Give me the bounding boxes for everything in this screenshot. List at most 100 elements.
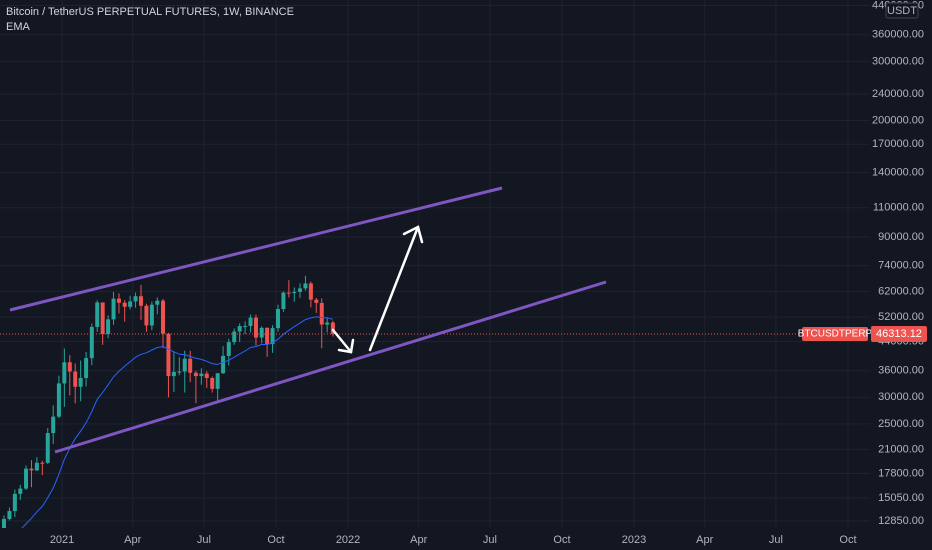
candle-body [215,373,220,389]
x-tick-label: Oct [267,534,284,546]
price-box [871,325,927,342]
y-tick-label: 240000.00 [872,88,924,100]
candle-body [24,468,29,489]
candle-body [232,331,237,343]
candle-body [171,371,176,377]
y-tick-label: 62000.00 [878,285,924,297]
symbol-box [802,326,868,341]
candle-body [270,328,275,345]
candle-body [18,488,23,494]
candle-body [188,358,193,373]
x-tick-label: Apr [124,534,141,546]
candle-body [111,298,116,320]
currency-box[interactable] [885,2,919,19]
candle-body [286,292,291,294]
candle-body [199,373,204,377]
candle-body [298,288,303,292]
currency-label[interactable]: USDT [887,5,917,17]
candle-body [319,302,324,325]
candle-body [204,373,209,379]
candle-body [248,317,253,327]
x-tick-label: Apr [696,534,713,546]
y-tick-label: 360000.00 [872,29,924,41]
time-axis [0,528,932,550]
x-tick-label: 2022 [336,534,360,546]
x-tick-label: Jul [197,534,211,546]
candle-body [303,283,308,289]
y-tick-label: 17800.00 [878,467,924,479]
candle-body [155,300,160,305]
candle-body [210,378,215,389]
drawings [9,186,607,454]
candle-body [144,305,149,326]
channel-bottom [54,280,607,454]
y-tick-label: 74000.00 [878,260,924,272]
candle-body [226,342,231,356]
candle-body [149,304,154,326]
arrow-up [368,225,424,352]
x-tick-label: Oct [839,534,856,546]
channel-top [9,186,503,312]
candle-body [308,283,313,300]
marks [0,275,870,545]
candle-body [275,309,280,329]
x-tick-label: 2021 [50,534,74,546]
indicator-label: EMA [6,21,31,33]
x-tick-label: Oct [553,534,570,546]
candle-body [73,371,78,387]
y-tick-label: 21000.00 [878,443,924,455]
y-tick-label: 200000.00 [872,114,924,126]
candle-body [243,326,248,328]
candle-body [7,511,12,519]
x-tick-label: 2023 [622,534,646,546]
x-tick-label: Jul [483,534,497,546]
candle-body [166,333,171,377]
candle-body [51,416,56,434]
candle-body [40,462,45,464]
y-tick-label: 15050.00 [878,492,924,504]
candle-body [182,358,187,372]
candle-body [193,372,198,377]
candle-body [12,493,17,512]
price-label: 46313.12 [876,328,922,340]
grid [0,0,870,528]
y-tick-label: 110000.00 [873,202,924,214]
y-tick-label: 30000.00 [878,391,924,403]
candle-body [325,322,330,325]
y-tick-label: 300000.00 [872,55,924,67]
y-tick-label: 140000.00 [872,167,924,179]
candle-body [281,292,286,310]
axes: 440000.00360000.00300000.00240000.002000… [50,0,927,546]
candle-body [84,358,89,378]
candle-body [100,302,105,335]
candle-body [330,322,335,334]
y-tick-label: 36000.00 [878,365,924,377]
candle-body [292,291,297,294]
candle-body [138,296,143,306]
x-tick-label: Jul [769,534,783,546]
candle-body [89,327,94,359]
candle-body [95,302,100,328]
candle-body [34,462,39,471]
candle-body [56,383,61,417]
candle-body [265,327,270,345]
candle-body [106,319,111,335]
candle-body [29,468,34,471]
symbol-label: BTCUSDTPERP [798,329,873,340]
candle-body [253,317,258,338]
candle-body [62,362,67,384]
candle-body [133,296,138,302]
candle-body [122,302,127,307]
y-tick-label: 12850.00 [878,515,924,527]
x-tick-label: Apr [410,534,427,546]
candle-body [177,371,182,373]
candle-body [45,433,50,463]
y-tick-label: 170000.00 [872,138,924,150]
candle-body [259,327,264,338]
candle-body [314,299,319,303]
chart-title: Bitcoin / TetherUS PERPETUAL FUTURES, 1W… [6,6,294,18]
y-tick-label: 25000.00 [878,418,924,430]
candle-body [128,301,133,307]
price-axis [870,0,932,528]
